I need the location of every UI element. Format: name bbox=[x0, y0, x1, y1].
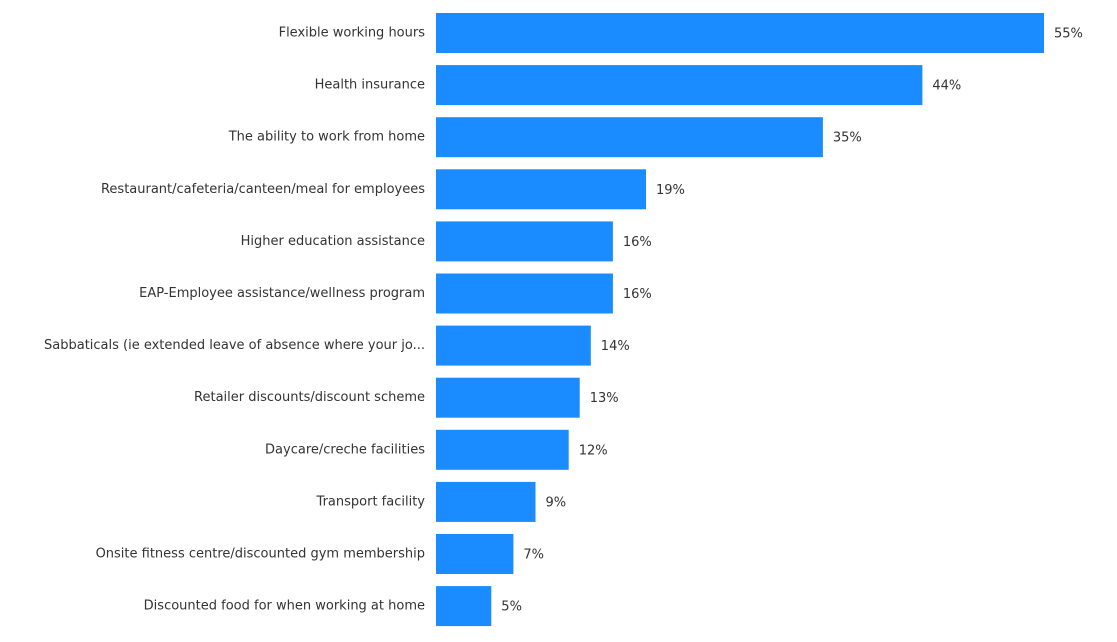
category-label: Flexible working hours bbox=[279, 26, 426, 41]
bar[interactable] bbox=[436, 586, 492, 627]
value-label: 7% bbox=[523, 548, 544, 563]
value-label: 55% bbox=[1054, 27, 1083, 42]
value-label: 16% bbox=[623, 287, 652, 302]
value-label: 14% bbox=[601, 339, 630, 354]
category-label: Higher education assistance bbox=[241, 234, 425, 249]
bar[interactable] bbox=[436, 169, 646, 210]
value-labels: 55% 44% 35% 19% 16% 16% 14% 13% 12% 9% 7% 5% bbox=[501, 27, 1083, 615]
category-label: Retailer discounts/discount scheme bbox=[194, 390, 425, 405]
bar[interactable] bbox=[436, 429, 569, 470]
bar[interactable] bbox=[436, 534, 514, 574]
category-label: Onsite fitness centre/discounted gym mem… bbox=[96, 547, 425, 562]
bar[interactable] bbox=[436, 117, 823, 158]
bar[interactable] bbox=[436, 377, 580, 418]
value-label: 9% bbox=[546, 495, 567, 510]
category-label: Daycare/creche facilities bbox=[265, 442, 425, 457]
category-label: The ability to work from home bbox=[228, 130, 425, 145]
category-label: Restaurant/cafeteria/canteen/meal for em… bbox=[101, 182, 425, 197]
category-labels: Flexible working hours Health insurance Th… bbox=[44, 26, 425, 614]
value-label: 44% bbox=[932, 79, 961, 94]
category-label: Discounted food for when working at home bbox=[144, 599, 425, 614]
bar[interactable] bbox=[436, 273, 613, 314]
bar[interactable] bbox=[436, 325, 591, 366]
category-label: Transport facility bbox=[316, 494, 426, 509]
value-label: 13% bbox=[590, 391, 619, 406]
category-label: EAP-Employee assistance/wellness program bbox=[139, 286, 425, 301]
value-label: 5% bbox=[501, 600, 522, 615]
value-label: 19% bbox=[656, 183, 685, 198]
category-label: Sabbaticals (ie extended leave of absenc… bbox=[44, 338, 425, 353]
bars-group bbox=[436, 13, 1044, 627]
bar[interactable] bbox=[436, 481, 536, 522]
category-label: Health insurance bbox=[315, 78, 425, 93]
bar[interactable] bbox=[436, 65, 923, 106]
value-label: 35% bbox=[833, 131, 862, 146]
value-label: 16% bbox=[623, 235, 652, 250]
bar[interactable] bbox=[436, 13, 1044, 53]
value-label: 12% bbox=[579, 443, 608, 458]
bar[interactable] bbox=[436, 221, 613, 262]
